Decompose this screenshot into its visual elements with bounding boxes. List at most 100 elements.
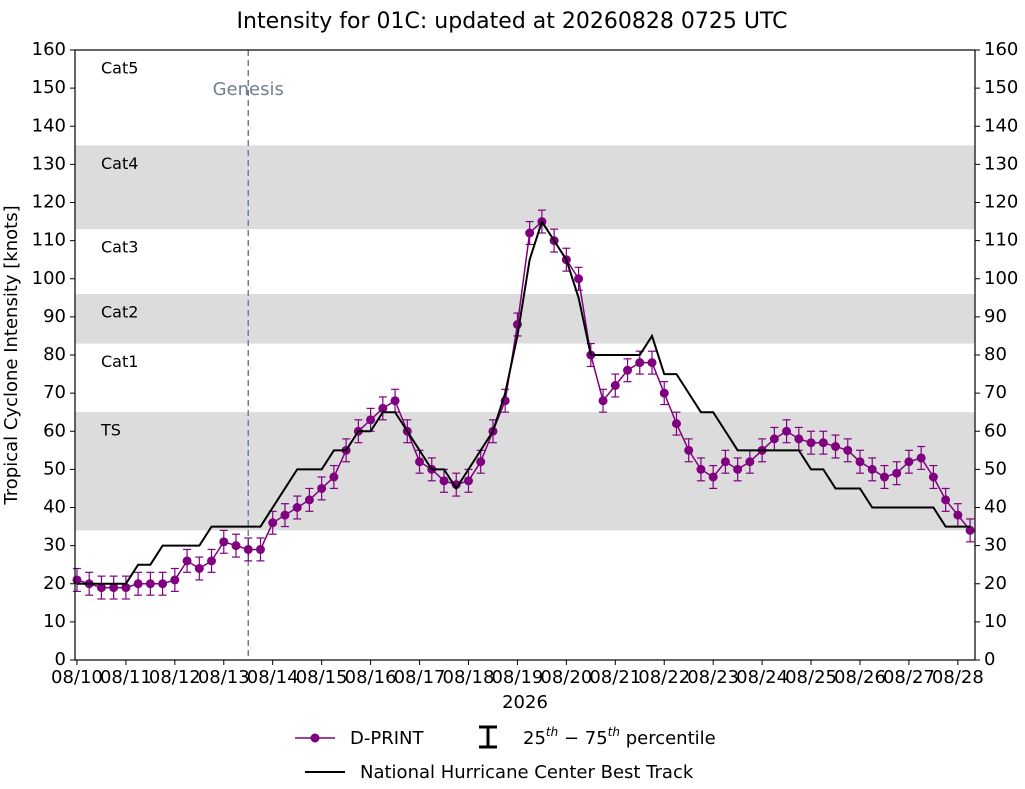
point <box>304 495 314 505</box>
y2-tick-label: 10 <box>984 611 1007 632</box>
point <box>794 434 804 444</box>
point <box>647 358 657 368</box>
y2-tick-label: 40 <box>984 497 1007 518</box>
y-tick-label: 30 <box>43 535 66 556</box>
legend-label-part: th <box>608 725 620 739</box>
point <box>378 403 388 413</box>
point <box>671 419 681 429</box>
point <box>855 457 865 467</box>
x-tick-label: 08/10 <box>51 667 103 688</box>
point <box>941 495 951 505</box>
y2-tick-label: 50 <box>984 458 1007 479</box>
category-band <box>75 145 975 230</box>
point <box>904 457 914 467</box>
y-tick-label: 50 <box>43 458 66 479</box>
y-tick-label: 70 <box>43 382 66 403</box>
legend-label: 25th − 75th percentile <box>523 725 716 750</box>
point <box>158 579 168 589</box>
legend-label-part: − 75 <box>558 728 607 749</box>
point <box>782 426 792 436</box>
point <box>574 274 584 284</box>
plot <box>72 50 975 660</box>
point <box>390 396 400 406</box>
legend-swatch <box>310 733 320 743</box>
x-tick-label: 08/16 <box>345 667 397 688</box>
point <box>451 480 461 490</box>
y-tick-label: 150 <box>32 77 66 98</box>
genesis-label: Genesis <box>213 79 284 100</box>
point <box>843 445 853 455</box>
point <box>659 388 669 398</box>
y2-tick-label: 70 <box>984 382 1007 403</box>
point <box>598 396 608 406</box>
x-tick-label: 08/13 <box>198 667 250 688</box>
point <box>696 464 706 474</box>
y2-tick-label: 0 <box>984 649 995 670</box>
y-tick-label: 10 <box>43 611 66 632</box>
y2-tick-label: 80 <box>984 344 1007 365</box>
point <box>867 464 877 474</box>
point <box>745 457 755 467</box>
y-tick-label: 140 <box>32 115 66 136</box>
point <box>329 472 339 482</box>
x-tick-label: 08/25 <box>785 667 837 688</box>
y2-tick-label: 130 <box>984 153 1018 174</box>
y-axis-label: Tropical Cyclone Intensity [knots] <box>1 205 22 505</box>
point <box>463 476 473 486</box>
x-tick-label: 08/15 <box>296 667 348 688</box>
x-tick-label: 08/26 <box>834 667 886 688</box>
point <box>769 434 779 444</box>
y-tick-label: 160 <box>32 39 66 60</box>
best-track-line <box>76 219 971 585</box>
legend-label: D-PRINT <box>350 728 424 749</box>
y2-tick-label: 160 <box>984 39 1018 60</box>
point <box>892 468 902 478</box>
category-band <box>75 294 975 344</box>
y-tick-label: 60 <box>43 420 66 441</box>
point <box>610 381 620 390</box>
point <box>121 583 131 593</box>
y2-tick-label: 100 <box>984 268 1018 289</box>
point <box>255 544 265 554</box>
point <box>818 438 828 448</box>
y-tick-label: 80 <box>43 344 66 365</box>
point <box>243 544 253 554</box>
y2-tick-label: 90 <box>984 306 1007 327</box>
point <box>965 525 975 535</box>
category-label: Cat4 <box>101 154 138 173</box>
y-tick-label: 40 <box>43 497 66 518</box>
point <box>170 575 180 585</box>
x-tick-label: 08/22 <box>638 667 690 688</box>
point <box>684 445 694 455</box>
point <box>415 457 425 467</box>
y2-tick-label: 140 <box>984 115 1018 136</box>
point <box>953 510 963 520</box>
x-tick-label: 08/18 <box>443 667 495 688</box>
x-tick-label: 08/24 <box>736 667 788 688</box>
legend-label-part: percentile <box>620 728 716 749</box>
x-tick-label: 08/17 <box>394 667 446 688</box>
legend-label-part: 25 <box>523 728 546 749</box>
legend-label-part: th <box>546 725 558 739</box>
x-tick-label: 08/14 <box>247 667 299 688</box>
point <box>439 476 449 486</box>
point <box>831 442 841 451</box>
category-label: Cat1 <box>101 352 138 371</box>
x-tick-label: 08/19 <box>491 667 543 688</box>
point <box>268 518 278 528</box>
point <box>733 464 743 474</box>
y-tick-label: 100 <box>32 268 66 289</box>
point <box>623 365 633 375</box>
legend-label: National Hurricane Center Best Track <box>360 762 694 783</box>
x-tick-label: 08/23 <box>687 667 739 688</box>
category-label: TS <box>100 421 121 440</box>
point <box>525 228 535 238</box>
y2-tick-label: 120 <box>984 192 1018 213</box>
point <box>635 358 645 368</box>
point <box>219 537 229 547</box>
category-label: Cat5 <box>101 59 138 78</box>
point <box>317 483 327 493</box>
